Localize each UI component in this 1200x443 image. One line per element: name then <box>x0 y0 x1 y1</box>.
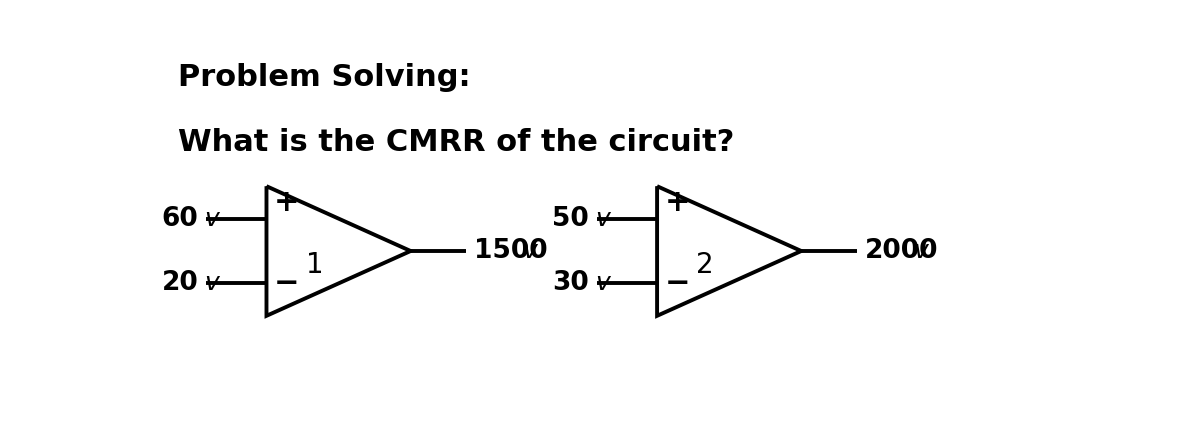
Text: $v$: $v$ <box>595 206 612 231</box>
Text: −: − <box>274 269 300 298</box>
Text: $v$: $v$ <box>913 239 930 263</box>
Text: What is the CMRR of the circuit?: What is the CMRR of the circuit? <box>178 128 734 157</box>
Text: −: − <box>665 269 690 298</box>
Text: $v$: $v$ <box>204 206 221 231</box>
Text: 30: 30 <box>552 270 589 296</box>
Text: +: + <box>665 188 690 217</box>
Text: $v$: $v$ <box>204 272 221 295</box>
Text: $v$: $v$ <box>522 239 539 263</box>
Text: Problem Solving:: Problem Solving: <box>178 63 470 93</box>
Text: 60: 60 <box>162 206 198 232</box>
Text: 2000: 2000 <box>864 238 938 264</box>
Text: 2: 2 <box>696 251 714 279</box>
Text: 1: 1 <box>306 251 324 279</box>
Text: 1500: 1500 <box>474 238 547 264</box>
Text: $v$: $v$ <box>595 272 612 295</box>
Text: 50: 50 <box>552 206 589 232</box>
Text: 20: 20 <box>162 270 198 296</box>
Text: +: + <box>274 188 300 217</box>
